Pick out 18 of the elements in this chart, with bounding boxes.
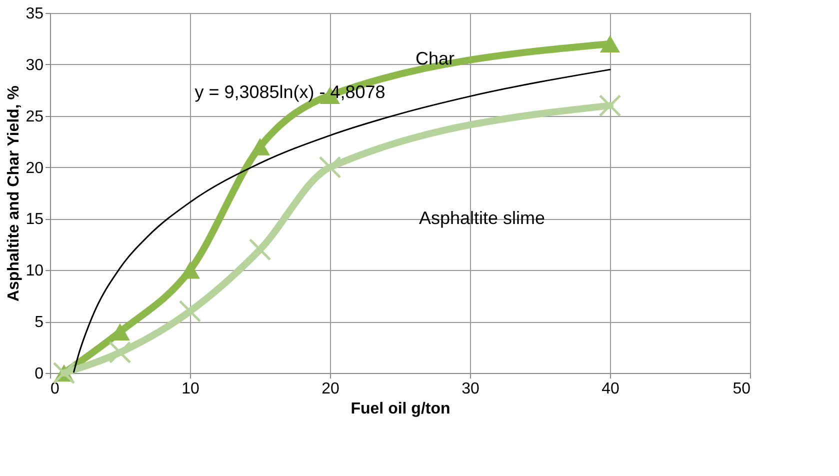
x-axis-title: Fuel oil g/ton — [350, 400, 450, 418]
x-tick-label: 0 — [50, 380, 60, 398]
x-tick-label: 50 — [732, 380, 751, 398]
annotation: Asphaltite slime — [418, 208, 546, 228]
y-tick-label: 35 — [26, 6, 44, 22]
y-tick-label: 25 — [26, 108, 44, 126]
y-tick-label: 15 — [26, 211, 44, 228]
y-tick-label: 10 — [26, 262, 44, 280]
y-tick-label: 5 — [34, 314, 44, 332]
x-tick-label: 30 — [462, 380, 480, 398]
y-tick-label: 30 — [26, 56, 44, 74]
y-tick-label: 20 — [26, 160, 44, 177]
x-tick-label: 20 — [322, 380, 340, 398]
x-tick-label: 40 — [602, 380, 620, 398]
annotation: Char — [415, 48, 455, 68]
x-tick-label: 10 — [182, 380, 200, 398]
y-axis-title: Asphaltite and Char Yield, % — [6, 85, 23, 302]
y-tick-label: 0 — [34, 366, 44, 382]
